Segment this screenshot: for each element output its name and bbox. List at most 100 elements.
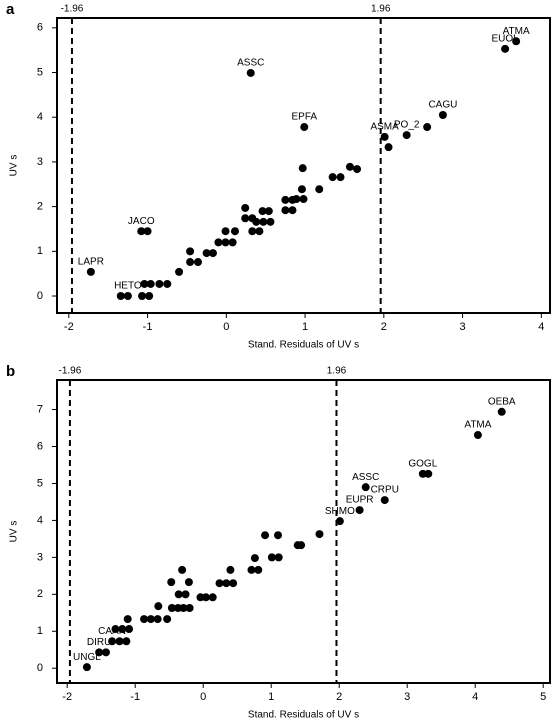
point-label: SHMO xyxy=(325,506,355,517)
x-tick-label: 4 xyxy=(472,691,478,703)
point xyxy=(274,553,283,562)
point xyxy=(184,578,193,587)
point xyxy=(123,615,132,624)
point xyxy=(241,214,250,223)
plot-frame xyxy=(56,379,551,684)
y-axis-label: UV s xyxy=(9,521,20,543)
point-label: ASSC xyxy=(352,472,379,483)
point xyxy=(292,195,301,204)
point xyxy=(241,203,250,212)
point-label: ASMA xyxy=(370,122,399,133)
point xyxy=(163,615,172,624)
point xyxy=(424,469,433,478)
x-tick-label: 2 xyxy=(336,691,342,703)
point-label: CAGU xyxy=(428,100,457,111)
point xyxy=(215,579,224,588)
point xyxy=(214,238,223,247)
point xyxy=(174,590,183,599)
point xyxy=(281,206,290,215)
x-tick-label: 3 xyxy=(404,691,410,703)
point xyxy=(155,279,164,288)
point xyxy=(402,131,411,140)
point xyxy=(167,603,176,612)
point-label: EUPR xyxy=(346,495,374,506)
y-tick-label: 7 xyxy=(37,403,43,415)
x-tick-label: -1 xyxy=(143,321,153,333)
reference-label: 1.96 xyxy=(327,366,347,377)
point xyxy=(82,663,91,672)
point xyxy=(202,249,211,258)
point xyxy=(252,217,261,226)
point xyxy=(145,292,154,301)
x-tick-label: 0 xyxy=(223,321,229,333)
x-tick-label: 3 xyxy=(460,321,466,333)
point xyxy=(230,227,239,236)
x-tick-label: 4 xyxy=(538,321,544,333)
point xyxy=(345,162,354,171)
point xyxy=(247,565,256,574)
x-tick-label: -2 xyxy=(64,321,74,333)
point xyxy=(336,173,345,182)
point xyxy=(254,565,263,574)
point xyxy=(186,247,195,256)
point xyxy=(226,565,235,574)
point xyxy=(264,207,273,216)
point-label: PO_2 xyxy=(394,120,420,131)
point xyxy=(146,279,155,288)
x-tick-label: -2 xyxy=(62,691,72,703)
point xyxy=(248,227,257,236)
y-tick-label: 0 xyxy=(37,290,43,302)
point xyxy=(281,195,290,204)
point-label: OEBA xyxy=(488,396,516,407)
plot-frame xyxy=(56,17,551,314)
point xyxy=(125,625,134,634)
point xyxy=(473,431,482,440)
point-label: LAPR xyxy=(78,257,104,268)
point xyxy=(288,206,297,215)
point xyxy=(153,615,162,624)
point xyxy=(86,267,95,276)
point xyxy=(118,625,127,634)
point-label: DIRU xyxy=(87,637,111,648)
point xyxy=(512,37,521,46)
point xyxy=(266,217,275,226)
point xyxy=(361,483,370,492)
point xyxy=(185,603,194,612)
y-tick-label: 6 xyxy=(37,440,43,452)
point xyxy=(143,227,152,236)
point xyxy=(261,531,270,540)
x-tick-label: 5 xyxy=(540,691,546,703)
point xyxy=(181,590,190,599)
point xyxy=(163,279,172,288)
point xyxy=(246,68,255,77)
point xyxy=(250,554,259,563)
point xyxy=(146,615,155,624)
point xyxy=(228,238,237,247)
y-tick-label: 1 xyxy=(37,245,43,257)
point xyxy=(222,579,231,588)
point xyxy=(297,185,306,194)
point-label: ATMA xyxy=(503,26,530,37)
point-label: ATMA xyxy=(464,420,491,431)
point xyxy=(154,602,163,611)
point xyxy=(122,637,131,646)
point xyxy=(140,279,149,288)
point xyxy=(193,258,202,267)
point xyxy=(179,603,188,612)
y-tick-label: 2 xyxy=(37,201,43,213)
point xyxy=(300,123,309,132)
y-tick-label: 3 xyxy=(37,551,43,563)
x-axis-label: Stand. Residuals of UV s xyxy=(248,710,359,721)
point xyxy=(175,267,184,276)
point-label: JACO xyxy=(128,216,155,227)
y-tick-label: 4 xyxy=(37,111,43,123)
point xyxy=(298,164,307,173)
point xyxy=(274,531,282,540)
y-tick-label: 4 xyxy=(37,514,43,526)
point xyxy=(101,648,110,657)
point xyxy=(355,506,364,515)
point-label: GOGL xyxy=(408,458,437,469)
point xyxy=(116,292,125,301)
point xyxy=(438,110,447,119)
